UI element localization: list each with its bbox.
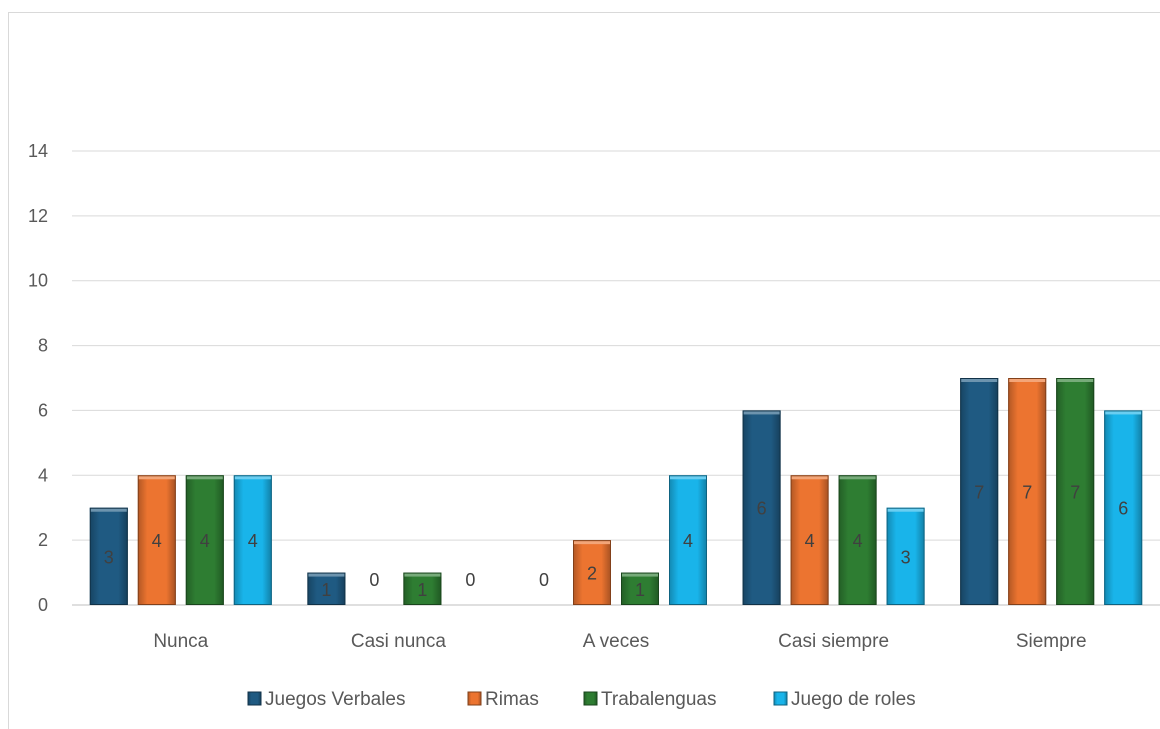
bar xyxy=(790,475,829,605)
legend-label: Rimas xyxy=(485,689,539,710)
bar xyxy=(669,475,707,605)
data-label: 4 xyxy=(683,531,693,551)
bar xyxy=(838,475,877,605)
bar-bevel xyxy=(742,410,781,415)
legend-swatch xyxy=(773,691,788,706)
bar-outline xyxy=(790,475,829,605)
bar-bevel xyxy=(137,475,176,480)
bar xyxy=(573,540,611,605)
y-tick-label: 6 xyxy=(38,400,48,420)
bar-outline xyxy=(1056,378,1095,605)
y-tick-label: 14 xyxy=(28,141,48,161)
data-label: 1 xyxy=(321,580,331,600)
legend-swatch xyxy=(467,691,482,706)
bar-outline xyxy=(1104,410,1143,605)
y-tick-label: 10 xyxy=(28,271,48,291)
bar-bevel xyxy=(233,475,272,480)
bar-outline xyxy=(233,475,272,605)
bar xyxy=(742,410,781,605)
legend-swatch xyxy=(583,691,598,706)
bar-outline xyxy=(1008,378,1047,605)
bar-bevel xyxy=(1008,378,1047,382)
bar xyxy=(886,507,925,605)
y-axis: 0 2 4 6 8 10 12 14 xyxy=(28,141,48,615)
bar xyxy=(1056,378,1095,605)
bar-outline xyxy=(403,572,442,605)
data-label: 1 xyxy=(635,580,645,600)
data-label: 6 xyxy=(757,499,767,519)
bars xyxy=(89,378,1143,606)
bar-outline xyxy=(185,475,224,605)
x-axis: Nunca Casi nunca A veces Casi siempre Siempr… xyxy=(153,631,1086,652)
data-label: 7 xyxy=(974,483,984,503)
bar-bevel xyxy=(621,572,659,577)
bar-bevel xyxy=(307,572,346,577)
bar-outline xyxy=(960,378,999,605)
bar-outline xyxy=(838,475,877,605)
bar-bevel xyxy=(790,475,829,480)
data-label: 7 xyxy=(1070,483,1080,503)
data-label: 0 xyxy=(539,570,549,590)
data-label: 3 xyxy=(104,547,114,567)
chart-frame xyxy=(8,12,1160,729)
bar-bevel xyxy=(886,507,925,512)
bar-bevel xyxy=(403,572,442,577)
bar xyxy=(185,475,224,605)
bar-bevel xyxy=(669,475,707,480)
data-label: 4 xyxy=(853,531,863,551)
data-label: 2 xyxy=(587,564,597,584)
x-tick-label: Siempre xyxy=(1016,631,1087,652)
bar xyxy=(137,475,176,605)
data-label: 0 xyxy=(465,570,475,590)
y-tick-label: 2 xyxy=(38,530,48,550)
legend-label: Juegos Verbales xyxy=(265,689,406,710)
bar-bevel xyxy=(838,475,877,480)
bar-bevel xyxy=(89,507,128,512)
bar-outline xyxy=(307,572,346,605)
data-label: 6 xyxy=(1118,499,1128,519)
bar-outline xyxy=(89,507,128,606)
bar-bevel xyxy=(185,475,224,480)
x-tick-label: Casi siempre xyxy=(778,631,889,652)
data-label: 7 xyxy=(1022,483,1032,503)
bar xyxy=(1104,410,1143,605)
y-tick-label: 0 xyxy=(38,595,48,615)
data-label: 3 xyxy=(901,547,911,567)
data-label: 4 xyxy=(805,531,815,551)
x-tick-label: A veces xyxy=(583,631,650,652)
bar-outline xyxy=(669,475,707,605)
data-label: 0 xyxy=(369,570,379,590)
bar-outline xyxy=(886,507,925,606)
bar xyxy=(1008,378,1047,605)
bar-outline xyxy=(573,540,611,606)
data-label: 4 xyxy=(200,531,210,551)
legend: Juegos Verbales Rimas Trabalenguas Juego de… xyxy=(247,689,916,710)
x-tick-label: Nunca xyxy=(153,631,208,652)
bar xyxy=(621,572,659,605)
bar-bevel xyxy=(1056,378,1095,382)
data-label: 4 xyxy=(248,531,258,551)
y-tick-label: 12 xyxy=(28,206,48,226)
bar xyxy=(307,572,346,605)
y-tick-label: 8 xyxy=(38,336,48,356)
bar-outline xyxy=(742,410,781,605)
bar-bevel xyxy=(960,378,999,382)
legend-swatch xyxy=(247,691,262,706)
bar-bevel xyxy=(1104,410,1143,415)
bar-outline xyxy=(137,475,176,605)
data-labels: 3 4 4 4 1 0 1 0 0 2 1 4 6 4 4 3 7 7 7 6 xyxy=(104,483,1128,600)
y-tick-label: 4 xyxy=(38,465,48,485)
bar xyxy=(960,378,999,605)
bar xyxy=(89,507,128,605)
legend-label: Trabalenguas xyxy=(601,689,716,710)
bar xyxy=(233,475,272,605)
data-label: 1 xyxy=(417,580,427,600)
bar-outline xyxy=(621,572,659,605)
data-label: 4 xyxy=(152,531,162,551)
bar xyxy=(403,572,442,605)
x-tick-label: Casi nunca xyxy=(351,631,446,652)
bar-bevel xyxy=(573,540,611,545)
legend-label: Juego de roles xyxy=(791,689,916,710)
